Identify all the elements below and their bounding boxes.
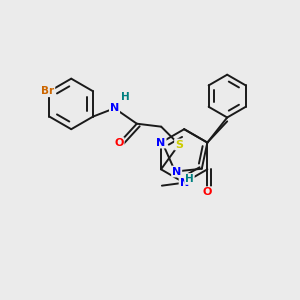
Text: N: N — [172, 167, 181, 176]
Text: S: S — [175, 140, 183, 149]
Text: N: N — [180, 178, 189, 188]
Text: N: N — [110, 103, 119, 113]
Text: Br: Br — [41, 86, 54, 96]
Text: H: H — [185, 174, 194, 184]
Text: O: O — [114, 138, 124, 148]
Text: H: H — [122, 92, 130, 102]
Text: O: O — [203, 187, 212, 197]
Text: N: N — [156, 138, 166, 148]
